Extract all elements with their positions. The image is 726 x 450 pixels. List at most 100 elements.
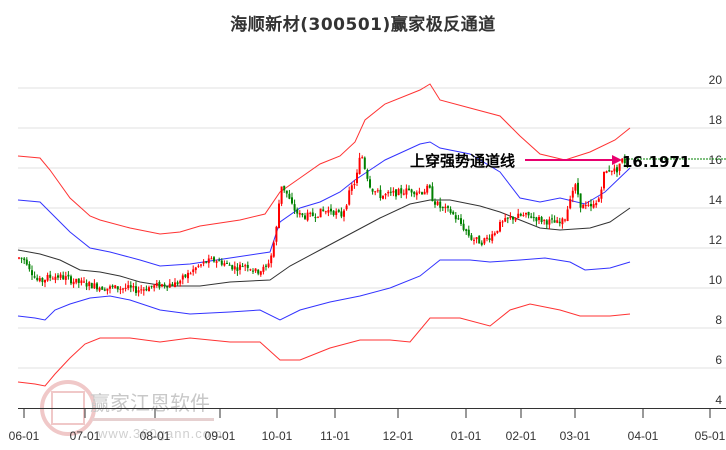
candle-up [610, 170, 613, 172]
candle-down [205, 261, 208, 263]
candle-down [20, 257, 23, 259]
candle-down [330, 208, 332, 212]
candle-up [187, 272, 189, 279]
candle-up [46, 274, 49, 281]
candle-down [293, 204, 296, 211]
candle-down [301, 213, 304, 216]
candle-up [142, 289, 145, 291]
candle-up [475, 237, 478, 240]
candle-up [114, 285, 117, 289]
candle-down [480, 242, 483, 245]
annotation-label: 上穿强势通道线 [410, 152, 515, 170]
candle-up [189, 273, 192, 275]
candle-up [384, 193, 387, 196]
candle-down [31, 270, 33, 276]
candle-down [551, 218, 553, 220]
candle-down [62, 275, 65, 280]
candle-down [460, 218, 462, 224]
candle-up [119, 288, 122, 290]
candle-up [192, 269, 195, 273]
candle-up [215, 261, 218, 263]
candle-up [298, 212, 301, 215]
y-tick-label: 8 [715, 313, 722, 327]
candle-down [33, 276, 36, 278]
candle-down [447, 206, 449, 208]
x-tick-label: 05-01 [695, 429, 726, 443]
arrow-head-icon [612, 155, 622, 166]
candle-up [483, 238, 486, 244]
candle-down [252, 270, 254, 272]
candle-down [470, 235, 473, 240]
candle-up [543, 219, 546, 221]
candle-up [51, 278, 54, 280]
candle-up [161, 284, 163, 287]
candle-down [311, 212, 314, 217]
candle-down [553, 220, 556, 223]
candle-up [75, 278, 78, 283]
candle-up [275, 226, 278, 242]
candle-up [582, 204, 585, 209]
candle-down [236, 267, 239, 271]
candle-up [514, 218, 517, 221]
annotation: 上穿强势通道线 16.1971 [410, 152, 726, 171]
watermark-url: www.360gann.com [97, 426, 223, 441]
candle-down [285, 190, 288, 194]
candle-up [392, 190, 395, 193]
candle-up [306, 212, 309, 221]
candle-down [70, 276, 72, 284]
candle-up [600, 189, 603, 199]
candle-up [517, 213, 520, 219]
candle-up [267, 263, 270, 267]
candle-up [473, 239, 475, 241]
candle-up [249, 269, 252, 271]
x-tick-label: 01-01 [451, 429, 482, 443]
candle-up [415, 192, 418, 196]
candle-down [96, 283, 98, 290]
candle-down [532, 217, 535, 219]
candle-up [148, 287, 150, 292]
candle-down [322, 209, 325, 212]
candle-up [569, 199, 572, 209]
candle-up [106, 288, 109, 291]
candle-up [38, 278, 41, 282]
y-tick-label: 6 [715, 353, 722, 367]
annotation-value: 16.1971 [622, 153, 690, 171]
candle-down [465, 229, 468, 232]
candle-up [522, 214, 525, 216]
candle-down [103, 289, 106, 291]
candle-up [418, 191, 421, 193]
band-mid_line [17, 199, 631, 287]
candle-down [558, 221, 561, 224]
candle-down [111, 285, 114, 288]
candle-down [449, 209, 452, 213]
candle-down [176, 282, 179, 285]
candle-down [129, 285, 132, 288]
candle-up [382, 195, 384, 199]
candle-down [163, 284, 166, 287]
candle-down [166, 286, 169, 288]
candle-up [556, 220, 559, 223]
y-tick-label: 12 [709, 233, 723, 247]
candle-up [259, 271, 262, 275]
candle-up [436, 201, 439, 205]
candle-down [25, 259, 28, 265]
candle-down [171, 283, 174, 286]
y-tick-label: 18 [709, 113, 723, 127]
candle-up [603, 171, 605, 189]
candle-up [584, 205, 587, 207]
candle-down [540, 217, 543, 223]
candle-down [340, 211, 343, 217]
candle-up [54, 276, 57, 280]
candle-down [231, 265, 234, 270]
candle-up [124, 288, 127, 290]
candle-down [512, 216, 514, 220]
candle-down [366, 170, 369, 179]
candle-up [98, 287, 101, 291]
candle-down [23, 258, 26, 261]
candle-up [402, 193, 405, 195]
candle-up [233, 266, 236, 270]
candle-down [577, 182, 579, 195]
candle-up [587, 204, 590, 206]
candle-down [246, 264, 249, 268]
candle-down [371, 188, 374, 192]
